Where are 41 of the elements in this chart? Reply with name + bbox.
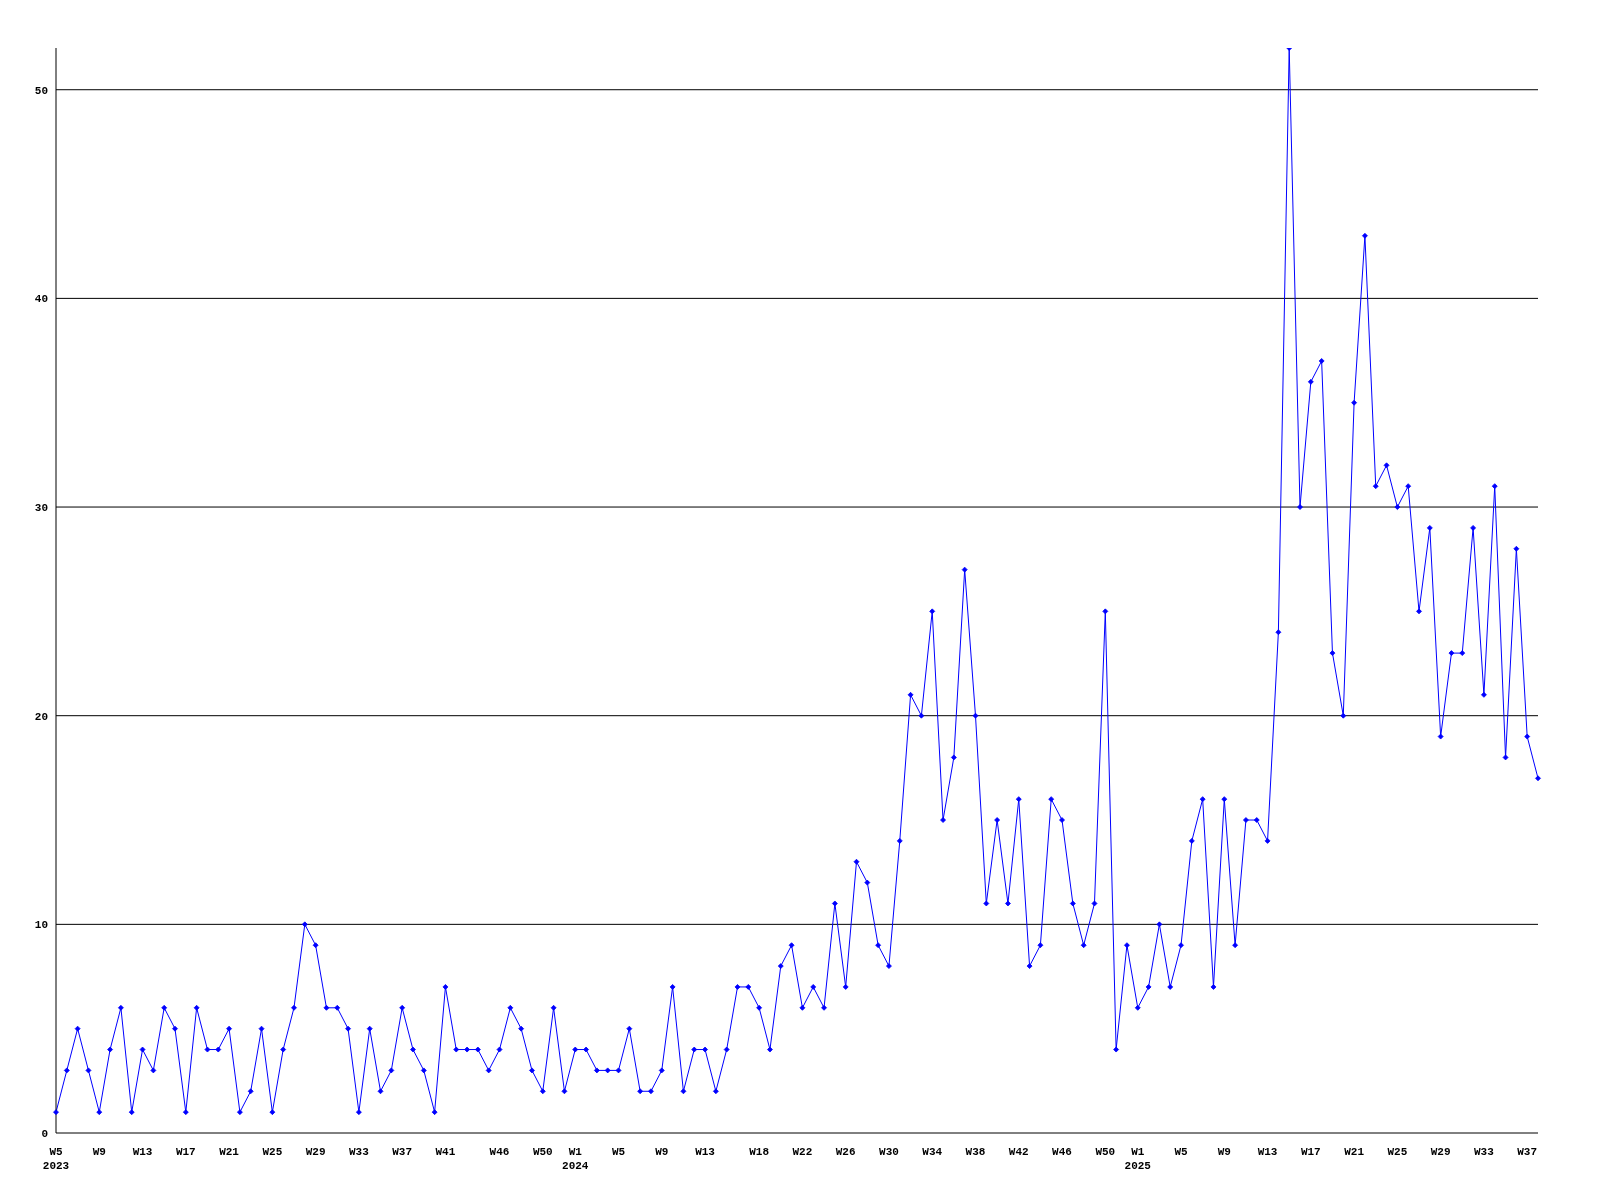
y-tick-label: 0 (41, 1127, 48, 1140)
x-tick-label: W34 (922, 1146, 943, 1158)
x-tick-label: W37 (392, 1146, 413, 1158)
x-tick-label: W5 2023 (42, 1146, 70, 1172)
x-tick-label: W13 (132, 1146, 153, 1158)
x-tick-label: W38 (965, 1146, 986, 1158)
x-tick-label: W50 (1095, 1146, 1116, 1158)
y-tick-label: 30 (34, 501, 48, 514)
x-tick-label: W33 (1474, 1146, 1495, 1158)
x-tick-label: W29 (1430, 1146, 1451, 1158)
x-tick-label: W50 (532, 1146, 553, 1158)
x-tick-label: W18 (749, 1146, 770, 1158)
x-tick-label: W22 (792, 1146, 813, 1158)
x-tick-label: W30 (879, 1146, 899, 1158)
y-tick-label: 10 (34, 919, 48, 932)
x-tick-label: W41 (435, 1146, 456, 1158)
x-tick-label: W9 (655, 1146, 669, 1158)
x-tick-label: W33 (348, 1146, 370, 1158)
x-tick-label: W1 2024 (562, 1146, 589, 1172)
x-tick-label: W1 2025 (1124, 1146, 1152, 1172)
y-tick-label: 20 (34, 710, 48, 723)
x-tick-label: W13 (1257, 1146, 1278, 1158)
x-tick-label: W21 (219, 1146, 240, 1158)
x-tick-label: W5 (611, 1146, 626, 1158)
x-tick-label: W25 (262, 1146, 283, 1158)
x-tick-label: W17 (1300, 1146, 1321, 1158)
x-tick-label: W29 (305, 1146, 326, 1158)
x-tick-label: W21 (1344, 1146, 1365, 1158)
x-tick-label: W46 (1052, 1146, 1072, 1158)
x-tick-label: W26 (835, 1146, 856, 1158)
x-tick-label: W9 (92, 1146, 106, 1158)
x-tick-label: W25 (1387, 1146, 1408, 1158)
x-tick-label: W9 (1217, 1146, 1231, 1158)
x-tick-label: W37 (1517, 1146, 1538, 1158)
y-tick-label: 50 (34, 84, 48, 97)
x-tick-label: W42 (1008, 1146, 1029, 1158)
x-tick-label: W46 (489, 1146, 510, 1158)
x-tick-label: W5 (1174, 1146, 1189, 1158)
x-tick-label: W17 (175, 1146, 196, 1158)
y-tick-label: 40 (34, 293, 48, 306)
x-tick-label: W13 (695, 1146, 716, 1158)
